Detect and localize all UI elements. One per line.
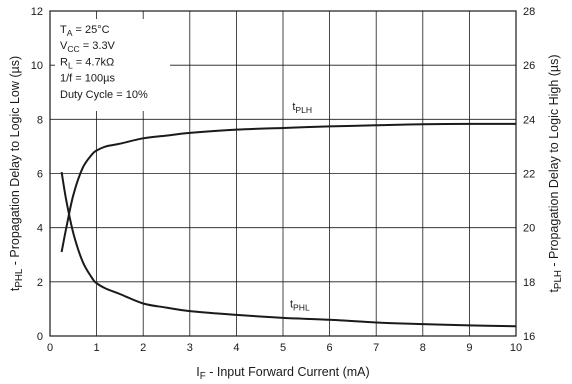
y-left-tick-label: 2 — [37, 277, 43, 289]
x-tick-label: 1 — [94, 342, 100, 354]
y-right-tick-label: 20 — [523, 223, 535, 235]
x-tick-label: 2 — [140, 342, 146, 354]
y-left-tick-label: 8 — [37, 114, 43, 126]
y-left-tick-label: 6 — [37, 169, 43, 181]
series-line-tphl — [60, 171, 516, 328]
x-tick-label: 6 — [327, 342, 333, 354]
plot-frame — [49, 10, 517, 337]
x-tick-label: 3 — [187, 342, 193, 354]
x-tick-label: 5 — [280, 342, 286, 354]
condition-line: TA = 25°C — [60, 24, 110, 38]
y-right-tick-label: 16 — [523, 331, 535, 343]
test-conditions: TA = 25°C VCC = 3.3V RL = 4.7kΩ 1/f = 100µs… — [55, 19, 170, 111]
y-left-tick-label: 12 — [31, 6, 43, 18]
series-label-tplh: tPLH — [292, 101, 312, 115]
x-tick-label: 8 — [420, 342, 426, 354]
y-axis-title-right: tPLH - Propagation Delay to Logic High (… — [547, 54, 564, 292]
conditions-background — [55, 19, 170, 111]
grid — [50, 11, 516, 336]
curves — [60, 122, 516, 328]
y-axis-title-left: tPHL - Propagation Delay to Logic Low (µ… — [8, 56, 25, 291]
series-label-tphl: tPHL — [290, 299, 310, 313]
x-tick-label: 0 — [47, 342, 53, 354]
y-right-tick-label: 18 — [523, 277, 535, 289]
x-tick-label: 7 — [373, 342, 379, 354]
y-right-tick-label: 28 — [523, 6, 535, 18]
y-left-tick-label: 10 — [31, 60, 43, 72]
y-left-tick-label: 0 — [37, 331, 43, 343]
condition-line: Duty Cycle = 10% — [60, 89, 148, 101]
x-axis-title: IF - Input Forward Current (mA) — [196, 365, 369, 382]
y-left-tick-label: 4 — [37, 223, 43, 235]
y-right-tick-label: 26 — [523, 60, 535, 72]
x-tick-label: 10 — [510, 342, 522, 354]
condition-line: RL = 4.7kΩ — [60, 56, 114, 70]
condition-line: VCC = 3.3V — [60, 40, 116, 54]
series-line-tplh — [60, 122, 516, 253]
condition-line: 1/f = 100µs — [60, 73, 115, 85]
y-right-tick-label: 24 — [523, 114, 535, 126]
y-right-tick-label: 22 — [523, 169, 535, 181]
x-tick-label: 4 — [233, 342, 239, 354]
x-tick-label: 9 — [466, 342, 472, 354]
